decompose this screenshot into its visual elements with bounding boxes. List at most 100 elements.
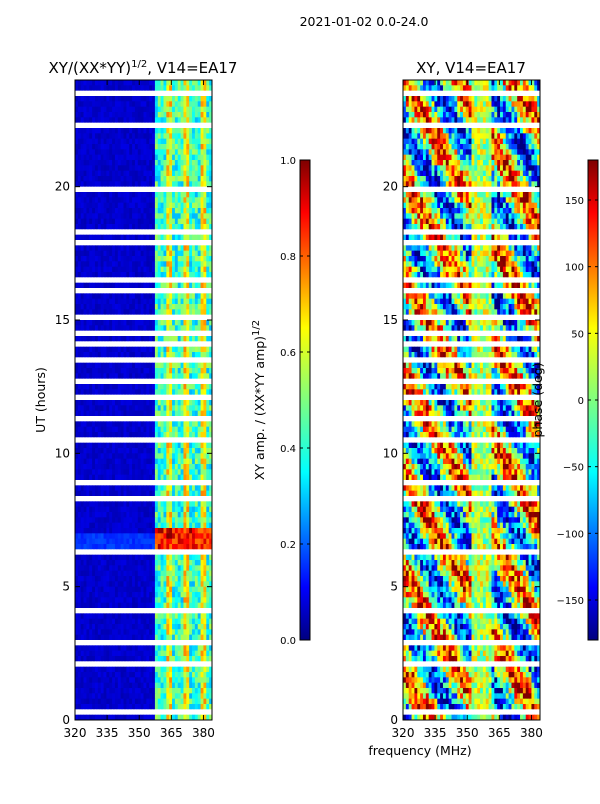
heatmap-cell bbox=[94, 96, 99, 102]
heatmap-cell bbox=[89, 512, 93, 518]
heatmap-cell bbox=[134, 96, 139, 102]
heatmap-cell bbox=[174, 554, 179, 561]
heatmap-cell bbox=[83, 256, 87, 262]
heatmap-cell bbox=[75, 213, 79, 220]
heatmap-cell bbox=[209, 538, 212, 545]
heatmap-cell bbox=[114, 272, 119, 278]
heatmap-cell bbox=[75, 149, 79, 156]
heatmap-cell bbox=[203, 517, 207, 524]
heatmap-cell bbox=[77, 501, 82, 508]
heatmap-cell bbox=[149, 432, 153, 438]
heatmap-cell bbox=[194, 90, 199, 97]
heatmap-cell bbox=[112, 362, 116, 369]
heatmap-cell bbox=[120, 128, 124, 134]
heatmap-cell bbox=[75, 112, 79, 118]
heatmap-cell bbox=[117, 80, 122, 86]
heatmap-cell bbox=[129, 490, 133, 497]
heatmap-cell bbox=[112, 592, 116, 598]
heatmap-cell bbox=[75, 282, 79, 289]
heatmap-cell bbox=[149, 480, 153, 486]
heatmap-cell bbox=[83, 368, 87, 374]
heatmap-cell bbox=[143, 128, 147, 134]
heatmap-cell bbox=[92, 234, 96, 241]
heatmap-cell bbox=[189, 266, 193, 273]
heatmap-cell bbox=[206, 496, 210, 502]
heatmap-cell bbox=[166, 202, 170, 209]
heatmap-cell bbox=[197, 400, 201, 406]
heatmap-cell bbox=[149, 410, 153, 417]
heatmap-cell bbox=[109, 469, 113, 476]
heatmap-cell bbox=[189, 192, 193, 198]
heatmap-cell bbox=[123, 426, 127, 433]
heatmap-cell bbox=[189, 346, 193, 353]
heatmap-cell bbox=[77, 437, 82, 444]
heatmap-cell bbox=[86, 538, 90, 545]
heatmap-cell bbox=[100, 549, 104, 556]
heatmap-cell bbox=[180, 112, 184, 118]
heatmap-cell bbox=[140, 522, 144, 529]
heatmap-cell bbox=[160, 373, 164, 380]
heatmap-cell bbox=[192, 581, 196, 588]
heatmap-cell bbox=[194, 394, 199, 401]
heatmap-cell bbox=[120, 250, 124, 257]
heatmap-cell bbox=[189, 90, 193, 97]
heatmap-cell bbox=[106, 245, 110, 252]
heatmap-cell bbox=[137, 469, 142, 476]
heatmap-cell bbox=[92, 165, 96, 172]
heatmap-cell bbox=[86, 416, 90, 422]
heatmap-cell bbox=[160, 245, 164, 252]
heatmap-cell bbox=[189, 496, 193, 502]
heatmap-cell bbox=[112, 298, 116, 305]
heatmap-cell bbox=[203, 122, 207, 129]
heatmap-cell bbox=[77, 485, 82, 492]
heatmap-cell bbox=[149, 144, 153, 150]
heatmap-cell bbox=[152, 218, 156, 225]
heatmap-cell bbox=[89, 362, 93, 369]
heatmap-cell bbox=[180, 389, 184, 396]
heatmap-cell bbox=[103, 298, 107, 305]
heatmap-cell bbox=[206, 602, 210, 609]
heatmap-cell bbox=[97, 554, 102, 561]
heatmap-cell bbox=[140, 288, 144, 294]
heatmap-cell bbox=[157, 181, 162, 188]
heatmap-cell bbox=[80, 538, 84, 545]
heatmap-cell bbox=[197, 149, 201, 156]
heatmap-cell bbox=[75, 629, 79, 636]
heatmap-cell bbox=[109, 538, 113, 545]
heatmap-cell bbox=[86, 400, 90, 406]
heatmap-cell bbox=[169, 469, 173, 476]
heatmap-cell bbox=[206, 554, 210, 561]
heatmap-cell bbox=[114, 581, 119, 588]
heatmap-cell bbox=[174, 96, 179, 102]
heatmap-cell bbox=[166, 314, 170, 321]
heatmap-cell bbox=[146, 245, 150, 252]
heatmap-cell bbox=[106, 517, 110, 524]
heatmap-cell bbox=[160, 501, 164, 508]
heatmap-cell bbox=[189, 432, 193, 438]
heatmap-cell bbox=[89, 133, 93, 140]
heatmap-cell bbox=[177, 122, 181, 129]
heatmap-cell bbox=[80, 208, 84, 214]
heatmap-cell bbox=[106, 448, 110, 454]
heatmap-cell bbox=[200, 496, 204, 502]
heatmap-cell bbox=[183, 565, 187, 572]
heatmap-cell bbox=[154, 256, 159, 262]
heatmap-cell bbox=[197, 256, 201, 262]
heatmap-cell bbox=[209, 330, 212, 337]
heatmap-cell bbox=[209, 282, 212, 289]
heatmap-cell bbox=[197, 240, 201, 246]
heatmap-cell bbox=[126, 202, 130, 209]
heatmap-cell bbox=[134, 538, 139, 545]
heatmap-cell bbox=[117, 176, 122, 182]
heatmap-cell bbox=[206, 90, 210, 97]
heatmap-cell bbox=[174, 197, 179, 204]
heatmap-cell bbox=[149, 608, 153, 614]
heatmap-cell bbox=[209, 416, 212, 422]
heatmap-cell bbox=[172, 608, 176, 614]
heatmap-cell bbox=[126, 112, 130, 118]
heatmap-cell bbox=[160, 480, 164, 486]
heatmap-cell bbox=[123, 277, 127, 284]
heatmap-cell bbox=[152, 346, 156, 353]
heatmap-cell bbox=[163, 410, 167, 417]
heatmap-cell bbox=[146, 533, 150, 540]
